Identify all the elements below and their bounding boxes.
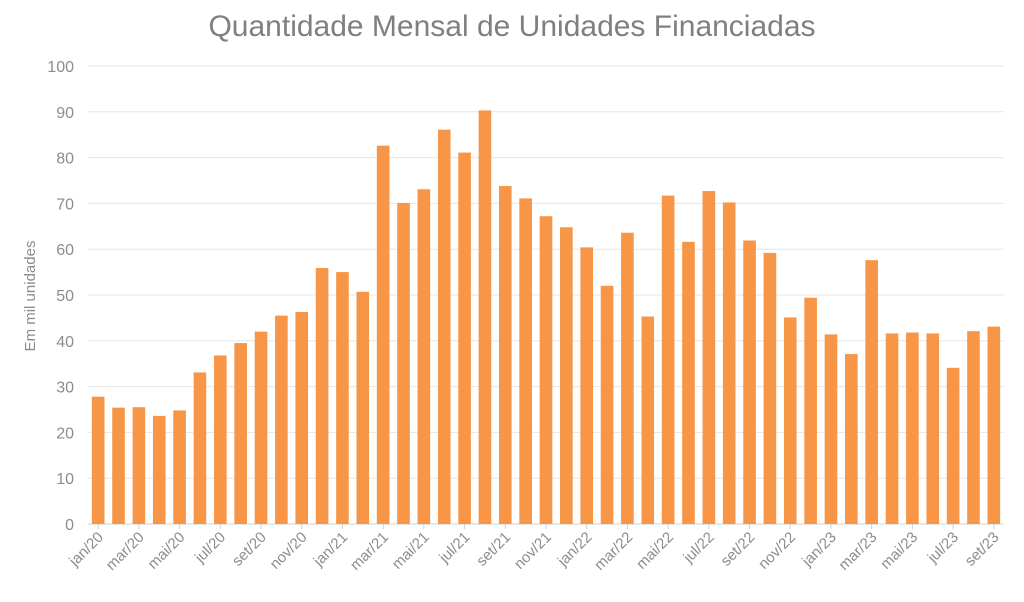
bar-mai-22 [661, 195, 675, 524]
bar-jul-23 [946, 367, 960, 524]
bar-jun-23 [926, 333, 940, 524]
y-tick-label: 20 [56, 425, 74, 442]
x-tick-label: jan/22 [554, 529, 596, 571]
x-tick-label: jul/23 [924, 529, 962, 567]
bar-jul-21 [458, 152, 471, 524]
bar-set-21 [498, 185, 512, 524]
x-tick-label: set/21 [473, 529, 514, 570]
y-tick-label: 80 [56, 151, 74, 168]
bar-fev-21 [356, 291, 370, 524]
y-tick-label: 0 [65, 517, 74, 534]
y-tick-label: 60 [56, 242, 74, 259]
x-tick-label: jul/22 [680, 529, 718, 567]
x-tick-label: jan/21 [310, 529, 352, 571]
bar-ago-21 [478, 110, 492, 525]
bar-jan-20 [91, 396, 105, 524]
bar-ago-22 [722, 202, 736, 524]
y-tick-label: 50 [56, 288, 74, 305]
bar-dez-22 [804, 297, 817, 524]
bar-jul-22 [702, 191, 716, 524]
x-tick-label: mar/20 [103, 529, 148, 574]
chart-title: Quantidade Mensal de Unidades Financiada… [208, 10, 816, 43]
x-tick-label: set/22 [717, 529, 758, 570]
bar-jan-21 [336, 272, 349, 524]
x-tick-label: nov/22 [755, 529, 799, 573]
bar-ago-20 [234, 343, 247, 524]
bar-nov-20 [295, 311, 309, 524]
bar-abr-20 [152, 415, 166, 524]
x-tick-label: jul/20 [191, 529, 229, 567]
bar-nov-22 [783, 317, 797, 524]
bar-out-20 [275, 315, 288, 524]
bar-fev-22 [600, 285, 614, 524]
x-tick-label: mar/22 [591, 529, 636, 574]
bar-out-21 [519, 198, 532, 524]
bar-set-22 [743, 240, 756, 525]
bar-set-23 [987, 326, 1001, 524]
bar-dez-21 [560, 227, 573, 524]
y-tick-label: 30 [56, 380, 74, 397]
y-tick-label: 40 [56, 334, 74, 351]
bar-ago-23 [967, 331, 980, 524]
bar-mar-23 [865, 260, 878, 524]
x-tick-label: nov/20 [267, 529, 311, 573]
x-tick-label: mar/23 [835, 529, 880, 574]
bar-jan-22 [580, 247, 594, 525]
x-tick-label: mai/21 [389, 529, 433, 573]
bar-mar-22 [621, 232, 634, 524]
bar-jun-21 [437, 129, 451, 525]
x-tick-label: nov/21 [511, 529, 555, 573]
bar-set-20 [254, 331, 268, 524]
x-tick-label: jul/21 [435, 529, 473, 567]
y-tick-label: 70 [56, 196, 74, 213]
bar-abr-23 [885, 333, 899, 524]
x-tick-label: set/23 [962, 529, 1003, 570]
x-tick-label: mai/20 [145, 529, 189, 573]
bar-mai-21 [417, 189, 431, 524]
bar-dez-20 [315, 267, 329, 524]
y-tick-label: 100 [47, 59, 74, 76]
y-tick-label: 90 [56, 105, 74, 122]
x-tick-label: set/20 [229, 529, 270, 570]
bar-abr-21 [397, 202, 410, 524]
y-axis-ticks: 0 10 20 30 40 50 60 70 80 90 100 [47, 59, 74, 534]
x-tick-label: mai/22 [633, 529, 677, 573]
bar-mar-21 [376, 145, 390, 524]
bar-nov-21 [539, 216, 553, 524]
x-tick-label: jan/20 [65, 529, 107, 571]
bar-mar-20 [132, 407, 146, 524]
bar-abr-22 [641, 316, 655, 524]
bar-jul-20 [214, 355, 227, 524]
bar-fev-20 [112, 407, 125, 524]
y-axis-title: Em mil unidades [22, 241, 39, 352]
bar-out-22 [763, 252, 777, 524]
bar-mai-23 [906, 332, 919, 524]
x-tick-label: mai/23 [877, 529, 921, 573]
x-tick-label: mar/21 [347, 529, 392, 574]
bar-mai-20 [173, 410, 186, 524]
bar-jan-23 [824, 334, 838, 524]
y-tick-label: 10 [56, 471, 74, 488]
x-tick-label: jan/23 [798, 529, 840, 571]
bar-fev-23 [845, 354, 858, 524]
bars [91, 110, 1001, 525]
bar-jun-22 [682, 241, 695, 524]
bar-jun-20 [193, 372, 207, 524]
